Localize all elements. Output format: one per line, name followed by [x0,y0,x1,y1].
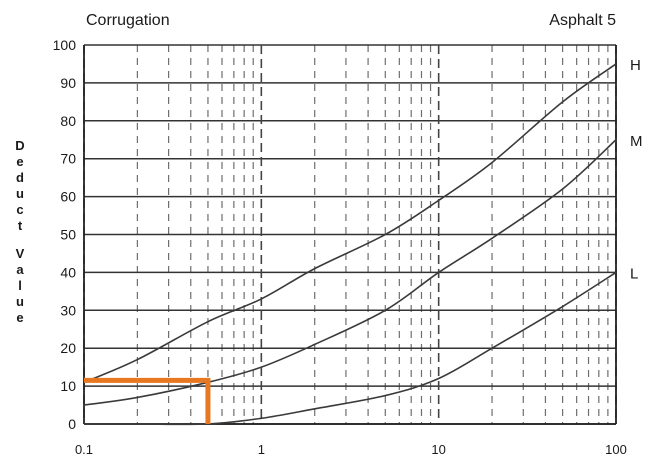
x-tick-label: 10 [431,442,445,457]
y-tick-label: 30 [60,302,76,318]
y-tick-label: 0 [68,416,76,432]
y-tick-label: 50 [60,227,76,243]
axis-labels: H M L 0 10 20 30 40 50 60 70 80 90 100 0.1 1 10 100 D e d u c t… [15,37,642,457]
reading-guide-line [84,377,211,424]
series-line-h [83,63,617,384]
grid [83,44,617,425]
y-tick-label: 70 [60,151,76,167]
x-tick-label: 1 [258,442,265,457]
series-label-l: L [630,265,638,282]
x-tick-label: 0.1 [75,442,93,457]
chart-subtitle: Asphalt 5 [549,12,616,29]
annotations [84,377,211,424]
y-tick-label: 90 [60,75,76,91]
series-line-l [84,271,617,426]
series-label-h: H [630,57,641,74]
x-tick-label: 100 [605,442,627,457]
y-tick-label: 100 [53,37,77,53]
series-line-m [83,139,617,406]
series-lines [83,63,617,426]
chart-title: Corrugation [86,12,170,29]
y-tick-label: 20 [60,340,76,356]
y-tick-label: 40 [60,264,76,280]
y-tick-label: 10 [60,378,76,394]
y-tick-label: 80 [60,113,76,129]
series-label-m: M [630,133,643,150]
y-tick-label: 60 [60,189,76,205]
